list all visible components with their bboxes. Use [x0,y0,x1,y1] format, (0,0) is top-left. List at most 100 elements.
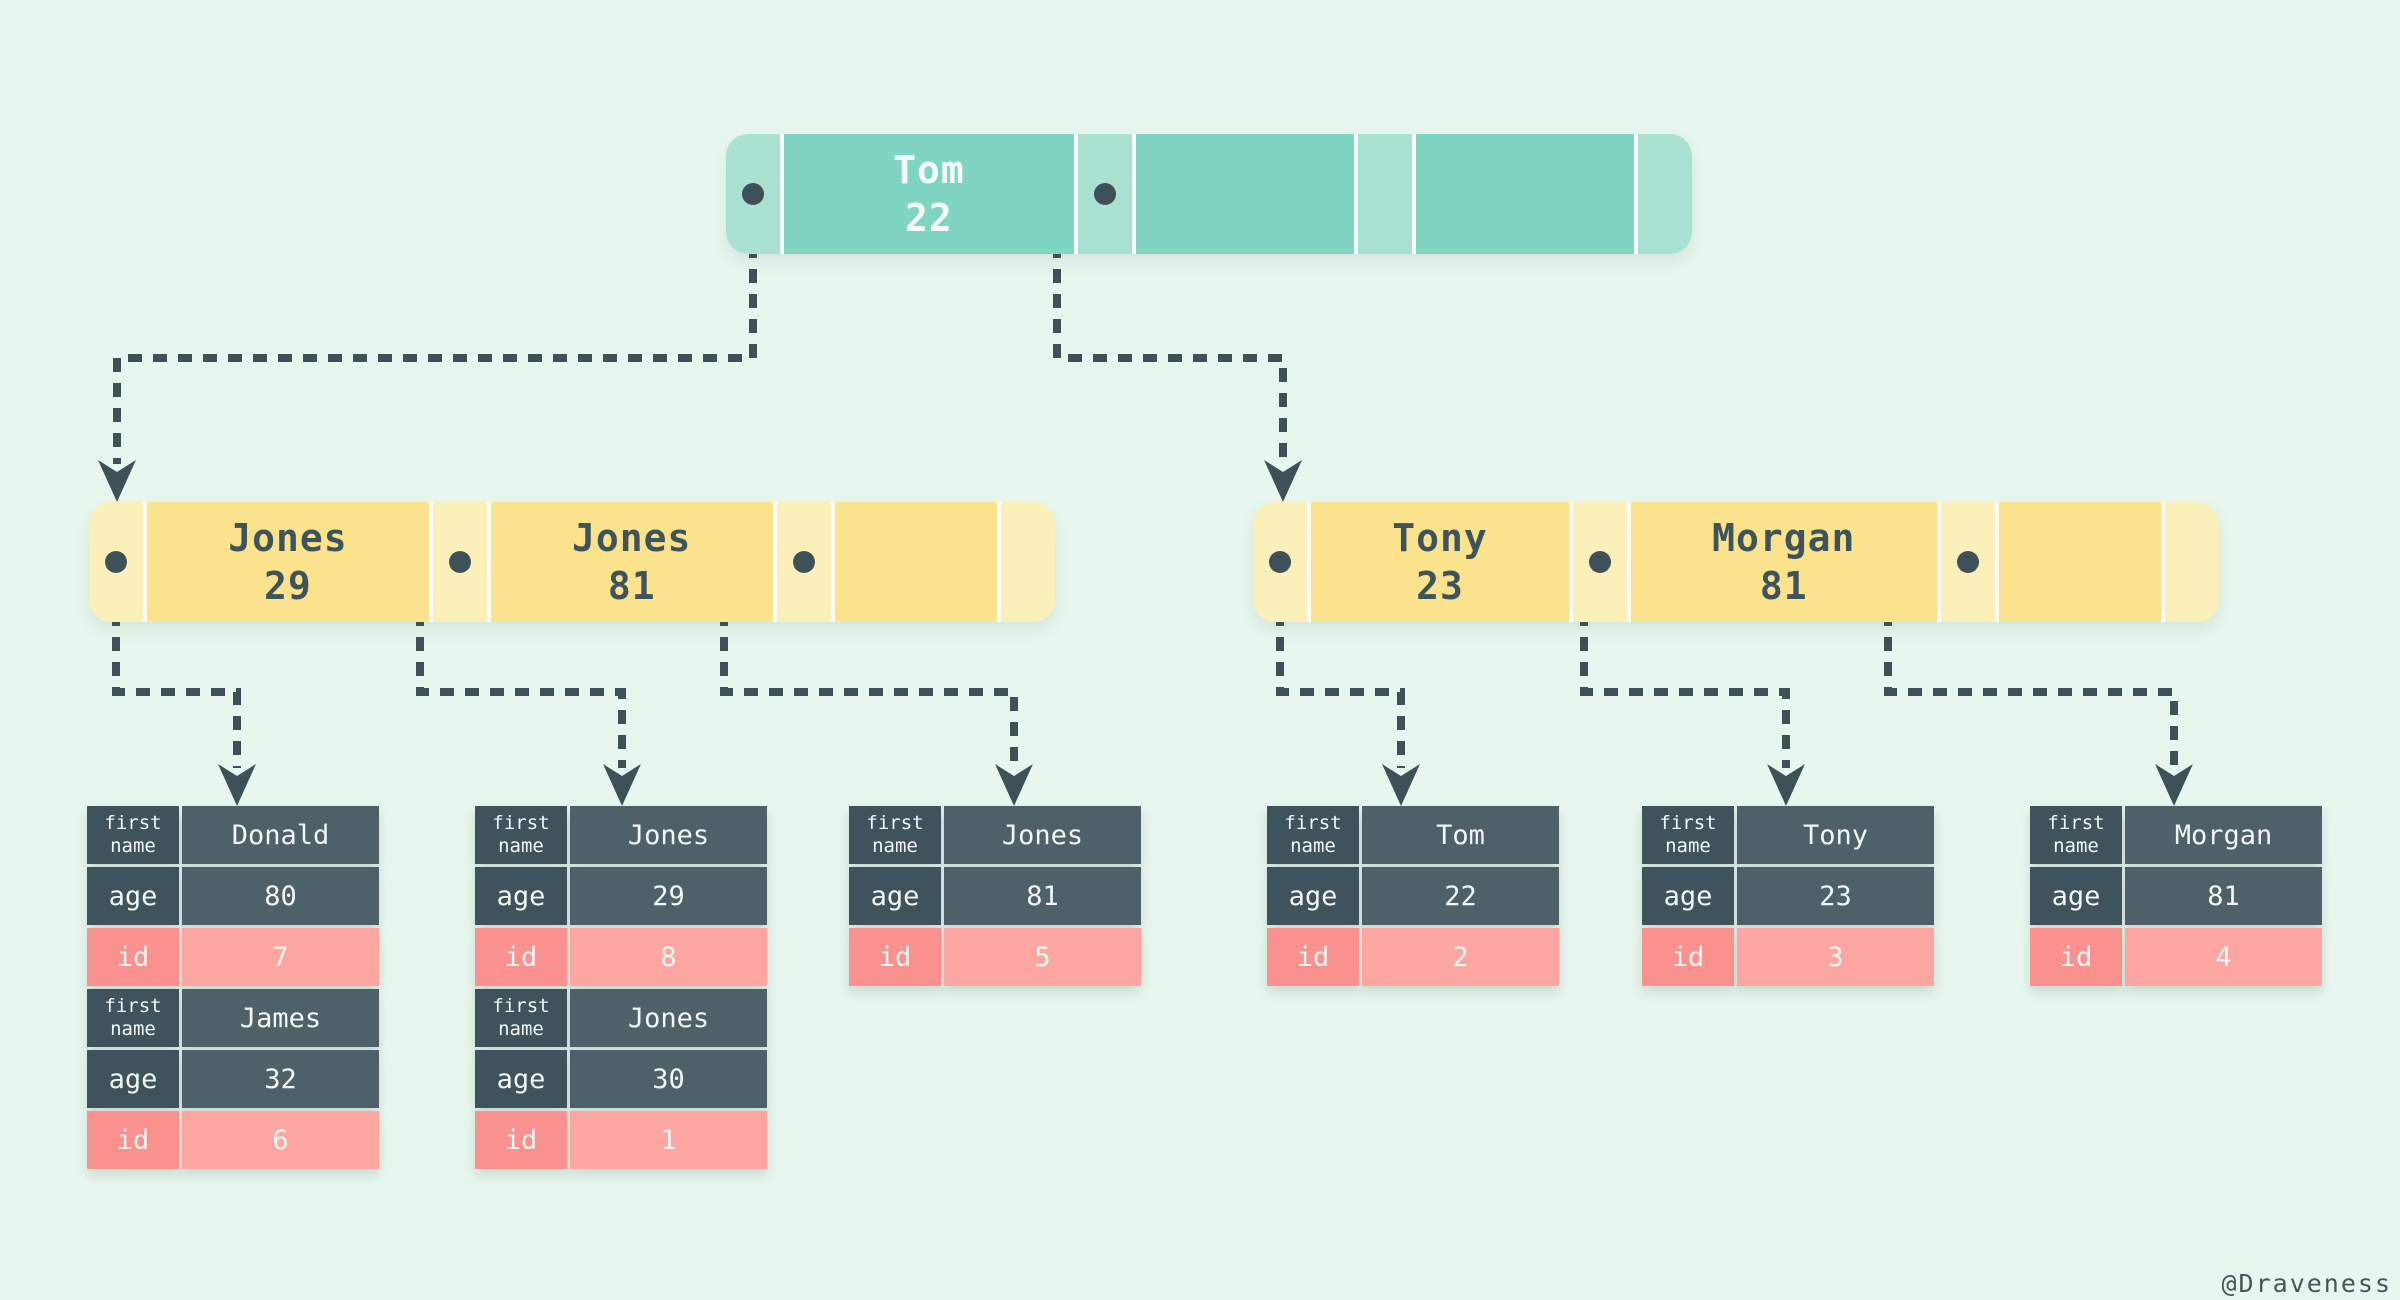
row-label: age [2030,867,2122,925]
arrowhead-icon [98,460,136,502]
table-row: age 22 [1267,867,1559,925]
row-label: id [1267,928,1359,986]
row-value: Jones [944,806,1141,864]
btree-root-node: Tom 22 [726,134,1692,254]
row-value: 1 [570,1111,767,1169]
row-value: Jones [570,806,767,864]
key-value: 29 [264,564,312,608]
row-label: first name [475,989,567,1047]
row-label: age [849,867,941,925]
row-value: 22 [1362,867,1559,925]
key-cell [1998,502,2162,622]
row-label: first name [1642,806,1734,864]
key-value: 81 [1759,564,1808,608]
table-row: id 8 [475,928,767,986]
table-row: age 32 [87,1050,379,1108]
pointer-dot [1588,551,1611,573]
table-row: age 81 [2030,867,2322,925]
pointer-cell [726,134,780,254]
table-row: age 23 [1642,867,1934,925]
pointer-cell [1940,502,1995,622]
table-row: first name Jones [475,806,767,864]
table-row: age 80 [87,867,379,925]
key-value: 22 [905,196,953,240]
row-label: age [475,1050,567,1108]
record: first name Jones age 29 id 8 [475,806,767,986]
table-row: id 4 [2030,928,2322,986]
key-cell: Jones 81 [490,502,773,622]
pointer-cell [432,502,487,622]
table-row: age 30 [475,1050,767,1108]
key-name: Jones [572,516,692,560]
row-value: 80 [182,867,379,925]
table-row: first name Donald [87,806,379,864]
table-row: first name Morgan [2030,806,2322,864]
pointer-dot [1269,551,1291,573]
row-label: id [475,928,567,986]
key-name: Tony [1392,516,1488,560]
row-label: first name [849,806,941,864]
pointer-dot [1093,183,1116,205]
pointer-cell [1077,134,1132,254]
row-value: 29 [570,867,767,925]
row-label: id [2030,928,2122,986]
record: first name Donald age 80 id 7 [87,806,379,986]
row-label: first name [2030,806,2122,864]
arrowhead-icon [1382,764,1420,806]
table-row: id 3 [1642,928,1934,986]
row-label: age [1267,867,1359,925]
table-row: first name Jones [475,989,767,1047]
row-value: 81 [2125,867,2322,925]
row-value: Jones [570,989,767,1047]
record-table-4: first name Tom age 22 id 2 [1267,806,1559,986]
pointer-dot [448,551,471,573]
table-row: id 7 [87,928,379,986]
row-label: age [1642,867,1734,925]
record: first name Jones age 81 id 5 [849,806,1141,986]
key-name: Morgan [1712,516,1856,560]
arrowhead-icon [1767,764,1805,806]
table-row: first name Jones [849,806,1141,864]
pointer-dot [1956,551,1979,573]
table-row: first name James [87,989,379,1047]
row-value: 32 [182,1050,379,1108]
key-cell [1415,134,1635,254]
key-cell: Tony 23 [1311,502,1569,622]
pointer-cell [2165,502,2219,622]
row-value: 81 [944,867,1141,925]
table-row: first name Tom [1267,806,1559,864]
row-label: age [475,867,567,925]
record: first name Morgan age 81 id 4 [2030,806,2322,986]
table-row: id 2 [1267,928,1559,986]
row-label: id [1642,928,1734,986]
row-value: Tony [1737,806,1934,864]
row-label: first name [475,806,567,864]
pointer-dot [792,551,815,573]
row-label: first name [87,806,179,864]
watermark: @Draveness [2221,1269,2392,1298]
key-cell [834,502,997,622]
row-label: first name [1267,806,1359,864]
arrowhead-icon [1264,460,1302,502]
row-label: first name [87,989,179,1047]
arrowhead-icon [218,764,256,806]
row-label: age [87,1050,179,1108]
row-value: 7 [182,928,379,986]
row-value: 8 [570,928,767,986]
key-cell: Tom 22 [784,134,1074,254]
pointer-dot [742,183,764,205]
row-label: id [849,928,941,986]
row-value: Donald [182,806,379,864]
row-value: 23 [1737,867,1934,925]
btree-left-node: Jones 29 Jones 81 [89,502,1055,622]
key-cell [1135,134,1354,254]
row-label: id [475,1111,567,1169]
pointer-cell [89,502,143,622]
record-table-2: first name Jones age 29 id 8 first name … [475,806,767,1169]
row-value: 6 [182,1111,379,1169]
arrowhead-icon [603,764,641,806]
record: first name Tom age 22 id 2 [1267,806,1559,986]
pointer-cell [1357,134,1412,254]
btree-right-node: Tony 23 Morgan 81 [1253,502,2219,622]
key-cell: Morgan 81 [1630,502,1937,622]
